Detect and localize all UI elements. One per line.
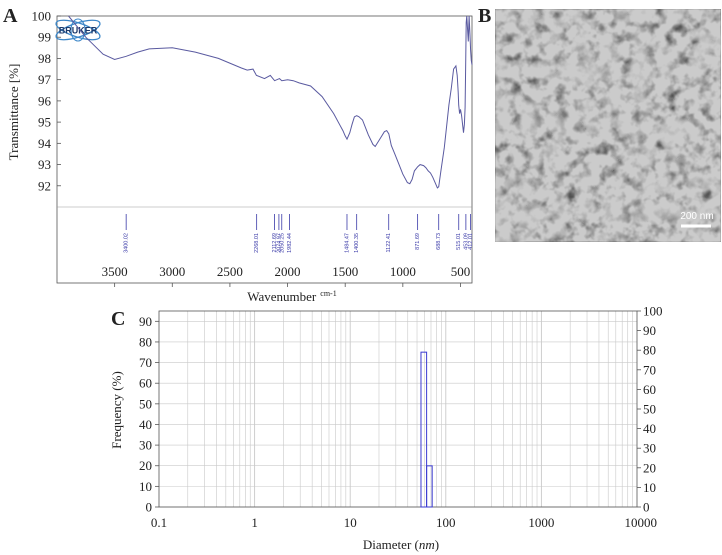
dls-x-tick-label: 0.1 [151, 515, 167, 530]
ftir-x-tick-label: 1000 [390, 264, 416, 279]
dls-y-axis-left: 0 10 20 30 40 50 60 70 80 90 [139, 314, 159, 515]
dls-y-tick-label-left: 80 [139, 334, 152, 349]
ftir-y-tick-label: 97 [38, 72, 52, 87]
dls-y-tick-label-right: 40 [643, 421, 656, 436]
ftir-peak-label: 688.73 [436, 233, 442, 250]
ftir-x-tick-label: 3000 [159, 264, 185, 279]
size-distribution-panel: C 0 10 20 30 40 50 60 70 80 90 0 10 20 30 40 50 60 70 80 9… [109, 304, 663, 553]
dls-y-tick-label-left: 50 [139, 396, 152, 411]
ftir-xlabel: Wavenumber cm-1 [247, 289, 336, 304]
dls-xlabel-close: ) [435, 537, 439, 552]
dls-y-tick-label-right: 90 [643, 323, 656, 338]
ftir-peak-label: 2074.97 [276, 233, 282, 253]
dls-y-tick-label-left: 90 [139, 314, 152, 329]
ftir-y-tick-label: 93 [38, 157, 51, 172]
ftir-xlabel-unit: cm-1 [320, 289, 336, 298]
dls-grid [159, 311, 637, 508]
dls-y-tick-label-left: 30 [139, 438, 152, 453]
dls-x-axis: 0.1 1 10 100 1000 10000 [151, 515, 657, 530]
ftir-plot-frame [56, 15, 473, 284]
dls-y-tick-label-right: 60 [643, 382, 656, 397]
ftir-xlabel-text: Wavenumber [247, 289, 317, 304]
dls-y-tick-label-left: 0 [146, 500, 153, 515]
dls-bar [426, 465, 433, 508]
ftir-spectrum-line [68, 15, 473, 189]
dls-x-tick-label: 10000 [625, 515, 658, 530]
dls-xlabel-unit: nm [419, 537, 435, 552]
ftir-x-tick-label: 2500 [217, 264, 243, 279]
ftir-x-tick-label: 1500 [332, 264, 358, 279]
dls-bars [420, 351, 433, 508]
ftir-y-axis: 100 99 98 97 96 95 94 93 92 [32, 9, 61, 193]
dls-y-tick-label-right: 0 [643, 500, 650, 515]
ftir-peak-label: 1982.44 [287, 233, 293, 253]
ftir-y-tick-label: 98 [38, 51, 51, 66]
dls-y-tick-label-left: 10 [139, 479, 152, 494]
dls-y-tick-label-right: 50 [643, 402, 656, 417]
sem-scale-label: 200 nm [680, 211, 713, 222]
ftir-y-tick-label: 92 [38, 178, 51, 193]
dls-xlabel: Diameter (nm) [363, 537, 439, 552]
dls-xlabel-text: Diameter ( [363, 537, 419, 552]
dls-x-tick-label: 1000 [528, 515, 554, 530]
panel-a-label: A [3, 5, 18, 27]
ftir-peak-label: 2112.69 [272, 233, 278, 252]
ftir-peak-label: 2268.01 [254, 233, 260, 253]
dls-x-tick-label: 100 [436, 515, 456, 530]
dls-y-tick-label-left: 40 [139, 417, 152, 432]
dls-y-tick-label-left: 70 [139, 355, 152, 370]
dls-ylabel-text: Frequency (%) [109, 371, 124, 449]
ftir-x-tick-label: 500 [451, 264, 471, 279]
dls-y-axis-right: 0 10 20 30 40 50 60 70 80 90 100 [637, 304, 663, 515]
ftir-ylabel: Transmittance [%] [6, 64, 21, 161]
sem-panel: B 200 nm [478, 5, 721, 242]
ftir-peak-label: 2050.25 [279, 233, 285, 253]
dls-bar [420, 351, 428, 508]
ftir-y-tick-label: 100 [32, 9, 52, 24]
sem-image-shade [495, 9, 721, 242]
dls-y-tick-label-right: 30 [643, 441, 656, 456]
ftir-peak-label: 3400.02 [124, 233, 130, 253]
ftir-peak-label: 871.69 [415, 233, 421, 250]
ftir-y-tick-label: 96 [38, 93, 52, 108]
ftir-x-axis: 3500 3000 2500 2000 1500 1000 500 [102, 264, 471, 287]
ftir-peak-label: 1484.47 [344, 233, 350, 253]
ftir-peak-label: 412.01 [468, 233, 474, 250]
dls-y-tick-label-right: 20 [643, 460, 656, 475]
ftir-peak-label: 515.01 [456, 233, 462, 250]
ftir-x-tick-label: 3500 [102, 264, 128, 279]
ftir-panel: A BRUKER 100 99 98 97 96 95 94 93 92 3500 3000 250… [3, 5, 474, 304]
ftir-peak-label: 1122.41 [386, 233, 392, 252]
ftir-y-tick-label: 95 [38, 115, 51, 130]
bruker-logo-text: BRUKER [59, 26, 98, 36]
dls-y-tick-label-right: 80 [643, 343, 656, 358]
dls-ylabel: Frequency (%) [109, 371, 124, 449]
dls-y-tick-label-right: 70 [643, 362, 656, 377]
dls-x-tick-label: 10 [344, 515, 357, 530]
ftir-peak-label: 453.09 [463, 233, 469, 250]
dls-y-tick-label-left: 20 [139, 458, 152, 473]
bruker-logo: BRUKER [55, 18, 101, 42]
dls-y-tick-label-right: 100 [643, 304, 663, 319]
dls-plot-frame [158, 310, 638, 508]
panel-b-label: B [478, 5, 491, 27]
ftir-y-tick-label: 99 [38, 30, 51, 45]
dls-x-tick-label: 1 [251, 515, 258, 530]
dls-y-tick-label-left: 60 [139, 376, 152, 391]
ftir-peak-label: 1400.35 [354, 233, 360, 253]
ftir-x-tick-label: 2000 [275, 264, 301, 279]
ftir-y-tick-label: 94 [38, 136, 52, 151]
sem-image-grain [495, 9, 721, 242]
panel-c-label: C [111, 308, 125, 330]
dls-y-tick-label-right: 10 [643, 480, 656, 495]
